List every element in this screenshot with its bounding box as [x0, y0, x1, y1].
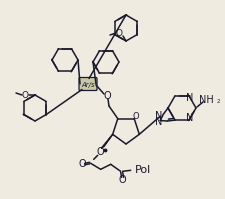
- Text: O: O: [118, 175, 126, 185]
- Text: O: O: [115, 28, 122, 37]
- Text: O: O: [132, 112, 139, 121]
- Text: O: O: [97, 147, 104, 157]
- Text: Ar/s: Ar/s: [81, 82, 94, 88]
- Text: $_2$: $_2$: [215, 98, 220, 106]
- Text: N: N: [185, 93, 193, 103]
- Text: O: O: [79, 159, 86, 169]
- Text: NH: NH: [198, 95, 212, 105]
- Text: N: N: [154, 111, 161, 121]
- Text: N: N: [154, 117, 161, 127]
- Text: N: N: [185, 113, 193, 123]
- Polygon shape: [101, 134, 112, 148]
- Text: O: O: [103, 91, 110, 101]
- Text: Pol: Pol: [134, 165, 150, 175]
- Text: O: O: [21, 91, 28, 100]
- FancyBboxPatch shape: [79, 77, 97, 91]
